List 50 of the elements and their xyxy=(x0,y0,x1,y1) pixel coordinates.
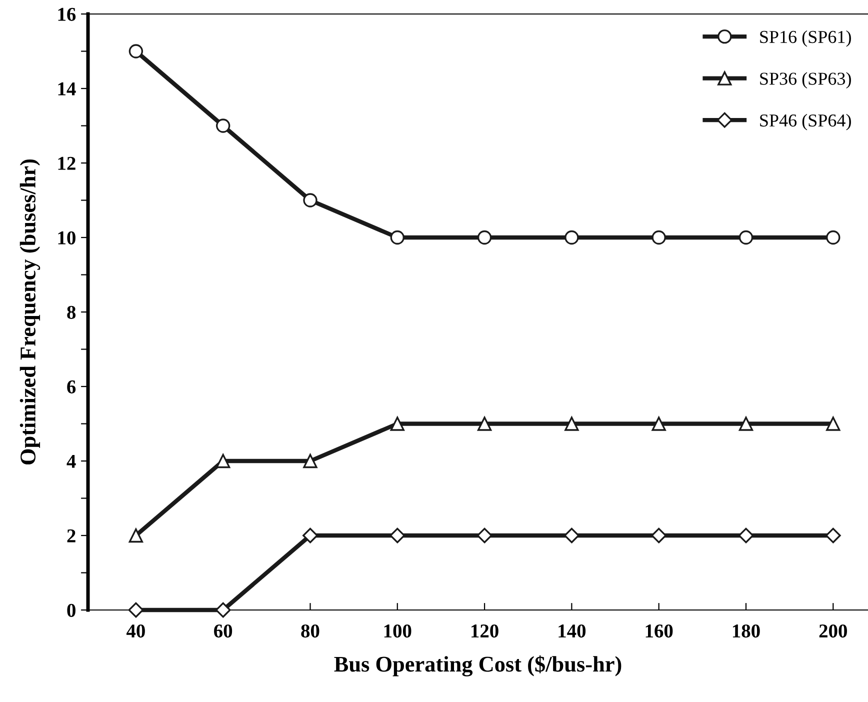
y-tick-label: 8 xyxy=(67,306,76,319)
x-tick-label: 120 xyxy=(472,624,498,638)
point xyxy=(302,528,318,544)
x-tick-label: 200 xyxy=(819,624,847,638)
y-tick-label: 14 xyxy=(58,82,76,96)
y-tick-label: 10 xyxy=(58,231,76,244)
x-tick-label: 160 xyxy=(646,624,673,638)
point xyxy=(128,44,144,58)
point xyxy=(216,454,230,468)
legend-label: SP36 (SP63) xyxy=(760,72,851,88)
point xyxy=(390,416,404,431)
point xyxy=(303,193,318,208)
point xyxy=(825,528,841,544)
x-tick-label: 140 xyxy=(558,624,586,638)
point xyxy=(738,528,754,544)
point xyxy=(738,230,754,245)
y-tick-label: 6 xyxy=(67,380,76,394)
point xyxy=(390,528,406,544)
y-tick-label: 12 xyxy=(58,156,76,170)
x-tick-label: 40 xyxy=(126,624,145,638)
legend-label: SP46 (SP64) xyxy=(760,114,851,130)
point xyxy=(651,528,667,544)
point xyxy=(128,602,144,618)
x-tick-label: 80 xyxy=(301,624,320,638)
y-tick-label: 4 xyxy=(66,454,76,468)
y-axis-title: Optimized Frequency (buses/hr) xyxy=(20,159,40,464)
x-axis-title: Bus Operating Cost ($/bus-hr) xyxy=(334,655,622,676)
point xyxy=(826,230,840,245)
x-tick-label: 100 xyxy=(384,624,412,638)
point xyxy=(215,602,231,618)
point xyxy=(826,416,840,431)
point xyxy=(564,528,580,544)
point xyxy=(476,528,492,544)
point xyxy=(564,416,579,431)
legend-label: SP16 (SP61) xyxy=(760,30,851,47)
x-tick-label: 60 xyxy=(214,624,232,638)
point xyxy=(652,230,666,245)
point xyxy=(128,528,144,543)
point xyxy=(477,230,492,245)
point xyxy=(652,416,666,431)
x-tick-label: 180 xyxy=(732,624,760,638)
point xyxy=(303,454,318,468)
point xyxy=(738,416,754,431)
point xyxy=(390,230,404,245)
point xyxy=(564,230,579,245)
y-tick-label: 2 xyxy=(67,529,76,542)
y-tick-label: 16 xyxy=(58,8,76,21)
point xyxy=(477,416,492,431)
y-tick-label: 0 xyxy=(67,604,76,617)
point xyxy=(216,118,230,133)
